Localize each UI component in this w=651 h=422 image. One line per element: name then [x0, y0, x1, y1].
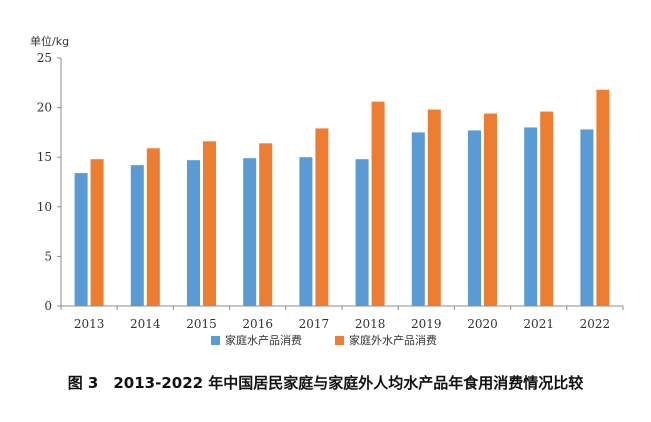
x-tick-label: 2021: [523, 317, 554, 331]
legend-label: 家庭水产品消费: [225, 333, 302, 347]
bar-home-2022: [580, 129, 594, 306]
axes: 0 5 10 15 20 25 2013 2014 2015 2016 2017 2018 2019 20…: [37, 51, 624, 331]
x-tick-label: 2019: [411, 317, 442, 331]
y-tick-label: 0: [44, 299, 52, 313]
y-tick-label: 20: [37, 101, 52, 115]
bar-away-2013: [90, 159, 104, 306]
x-tick-label: 2013: [74, 317, 105, 331]
bar-away-2017: [315, 128, 329, 306]
y-tick-label: 25: [37, 51, 52, 65]
bar-home-2015: [187, 160, 200, 306]
x-tick-label: 2016: [242, 317, 273, 331]
bar-home-2019: [411, 132, 425, 306]
bar-home-2020: [468, 130, 481, 306]
bar-home-2021: [524, 127, 538, 306]
bar-home-2016: [243, 158, 257, 306]
bar-away-2020: [484, 113, 497, 306]
bar-away-2018: [371, 101, 385, 306]
bar-away-2015: [203, 141, 216, 306]
x-tick-label: 2015: [186, 317, 217, 331]
bar-away-2021: [540, 111, 554, 307]
bar-away-2016: [259, 143, 273, 306]
bar-home-2014: [130, 165, 144, 306]
bars: [74, 89, 610, 307]
y-tick-label: 5: [44, 249, 52, 263]
bar-away-2019: [427, 109, 441, 306]
legend-label: 家庭外水产品消费: [349, 333, 437, 347]
x-tick-label: 2020: [467, 317, 498, 331]
bar-home-2013: [74, 173, 88, 306]
figure-caption: 图 3 2013-2022 年中国居民家庭与家庭外人均水产品年食用消费情况比较: [67, 374, 584, 392]
bar-away-2022: [596, 89, 610, 306]
x-tick-label: 2022: [580, 317, 611, 331]
x-tick-label: 2017: [299, 317, 330, 331]
y-axis-unit-label: 单位/kg: [30, 34, 69, 48]
y-tick-label: 15: [37, 150, 52, 164]
y-tick-label: 10: [37, 200, 52, 214]
bar-home-2018: [355, 159, 369, 306]
legend-swatch: [211, 336, 220, 345]
legend: 家庭水产品消费 家庭外水产品消费: [211, 333, 437, 347]
bar-away-2014: [146, 148, 160, 306]
bar-home-2017: [299, 157, 313, 306]
x-tick-label: 2014: [130, 317, 161, 331]
x-tick-label: 2018: [355, 317, 386, 331]
legend-swatch: [335, 336, 344, 345]
bar-chart: 单位/kg 0 5 10 15 20 25 2013 2014 2015 2016 2017 2018…: [30, 34, 624, 347]
